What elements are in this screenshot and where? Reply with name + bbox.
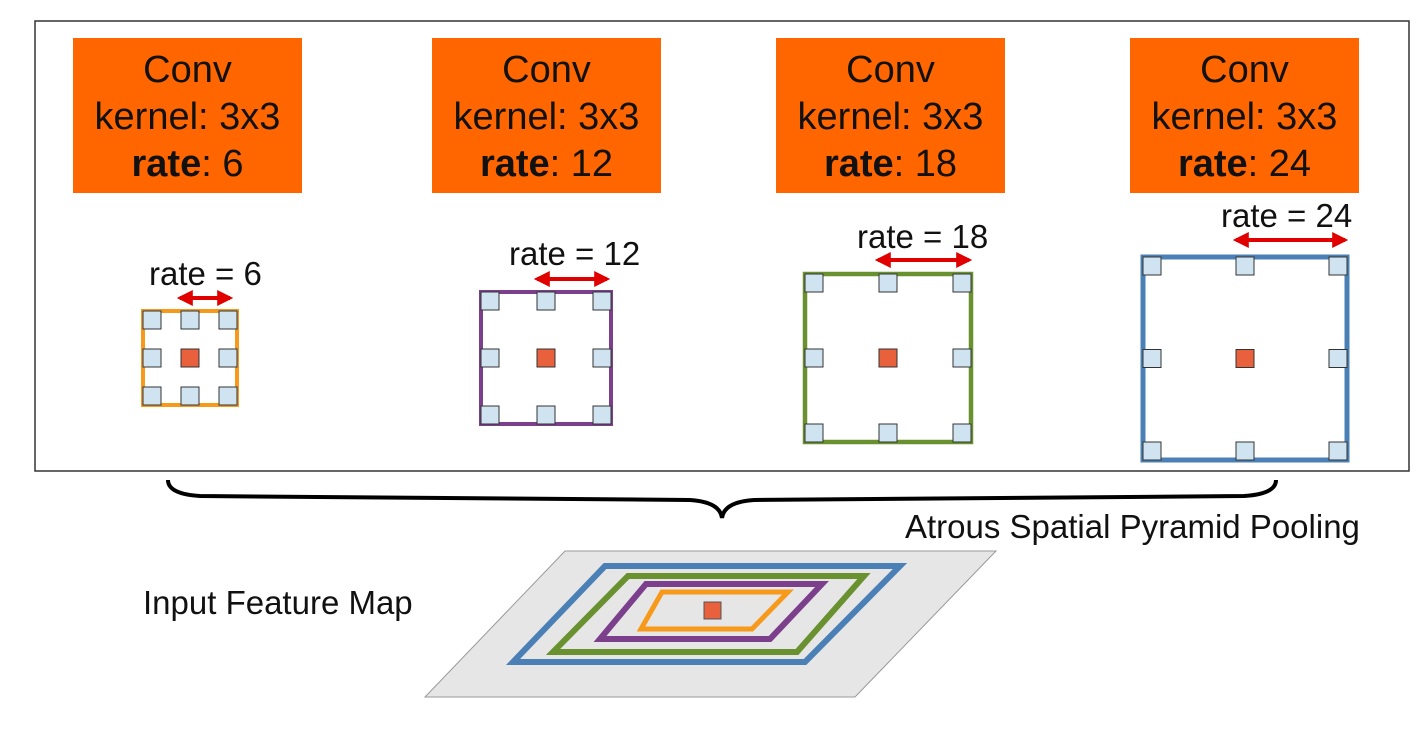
kernel-sample-cell: [1142, 349, 1162, 368]
kernel-sample-cell: [952, 273, 972, 293]
kernel-sample-cell: [218, 348, 238, 368]
kernel-sample-cell: [142, 310, 162, 330]
kernel-rate-6: [141, 290, 239, 407]
kernel-sample-cell: [180, 310, 200, 330]
kernel-sample-cell: [952, 423, 972, 443]
kernel-sample-cell: [480, 405, 500, 425]
kernel-rate-12: [479, 271, 613, 426]
kernel-sample-cell: [878, 273, 898, 293]
kernel-rate-24: [1140, 232, 1350, 463]
kernel-rate-18: [802, 252, 974, 445]
input-feature-map: [423, 550, 998, 698]
kernel-sample-cell: [592, 348, 612, 368]
kernel-center-cell: [1235, 349, 1255, 368]
rate-label: rate: [1177, 143, 1248, 185]
kernel-label: kernel: [453, 96, 558, 138]
kernel-center-cell: [180, 348, 200, 368]
input-feature-map-label: Input Feature Map: [143, 584, 413, 621]
conv-box-rate-12: Conv kernel: 3x3 rate: 12: [432, 38, 661, 193]
kernel-sample-cell: [804, 273, 824, 293]
kernel-value: 3x3: [1276, 96, 1338, 138]
rate-label: rate: [131, 143, 202, 185]
kernel-sample-cell: [1328, 441, 1348, 461]
kernel-sample-cell: [1142, 256, 1162, 276]
kernel-sample-cell: [218, 386, 238, 406]
kernel-sample-cell: [480, 348, 500, 368]
rate-label-12: rate = 12: [509, 235, 641, 272]
rate-value: 12: [570, 143, 614, 185]
rate-label-6: rate = 6: [149, 255, 262, 292]
kernel-label: kernel: [94, 96, 199, 138]
kernel-value: 3x3: [922, 96, 984, 138]
kernel-sample-cell: [1142, 441, 1162, 461]
rate-value: 24: [1268, 143, 1312, 185]
kernel-center-cell: [536, 348, 556, 368]
kernel-sample-cell: [804, 348, 824, 368]
aspp-label: Atrous Spatial Pyramid Pooling: [905, 508, 1360, 545]
rate-label-18: rate = 18: [857, 218, 989, 255]
feature-map-center-cell: [703, 601, 722, 620]
kernel-sample-cell: [1328, 256, 1348, 276]
rate-value: 18: [914, 143, 958, 185]
grouping-brace: [166, 479, 1278, 519]
kernel-sample-cell: [218, 310, 238, 330]
kernel-sample-cell: [1235, 441, 1255, 461]
kernel-sample-cell: [952, 348, 972, 368]
kernel-sample-cell: [536, 405, 556, 425]
kernel-sample-cell: [480, 291, 500, 311]
conv-title: Conv: [846, 49, 935, 91]
kernel-sample-cell: [536, 291, 556, 311]
rate-label: rate: [479, 143, 550, 185]
rate-label: rate: [823, 143, 894, 185]
conv-title: Conv: [502, 49, 591, 91]
kernel-sample-cell: [1328, 349, 1348, 368]
rate-label-24: rate = 24: [1221, 197, 1353, 234]
conv-title: Conv: [1200, 49, 1289, 91]
kernel-value: 3x3: [219, 96, 281, 138]
kernel-sample-cell: [142, 348, 162, 368]
conv-box-rate-6: Conv kernel: 3x3 rate: 6: [73, 38, 302, 193]
kernel-center-cell: [878, 348, 898, 368]
conv-title: Conv: [143, 49, 232, 91]
kernel-sample-cell: [592, 291, 612, 311]
kernel-sample-cell: [878, 423, 898, 443]
kernel-sample-cell: [804, 423, 824, 443]
conv-box-rate-24: Conv kernel: 3x3 rate: 24: [1130, 38, 1359, 193]
kernel-sample-cell: [1235, 256, 1255, 276]
aspp-frame: [34, 20, 1410, 472]
kernel-label: kernel: [797, 96, 902, 138]
kernel-sample-cell: [180, 386, 200, 406]
kernel-sample-cell: [592, 405, 612, 425]
conv-box-rate-18: Conv kernel: 3x3 rate: 18: [776, 38, 1005, 193]
rate-value: 6: [222, 143, 244, 185]
kernel-value: 3x3: [578, 96, 640, 138]
kernel-label: kernel: [1151, 96, 1256, 138]
kernel-sample-cell: [142, 386, 162, 406]
